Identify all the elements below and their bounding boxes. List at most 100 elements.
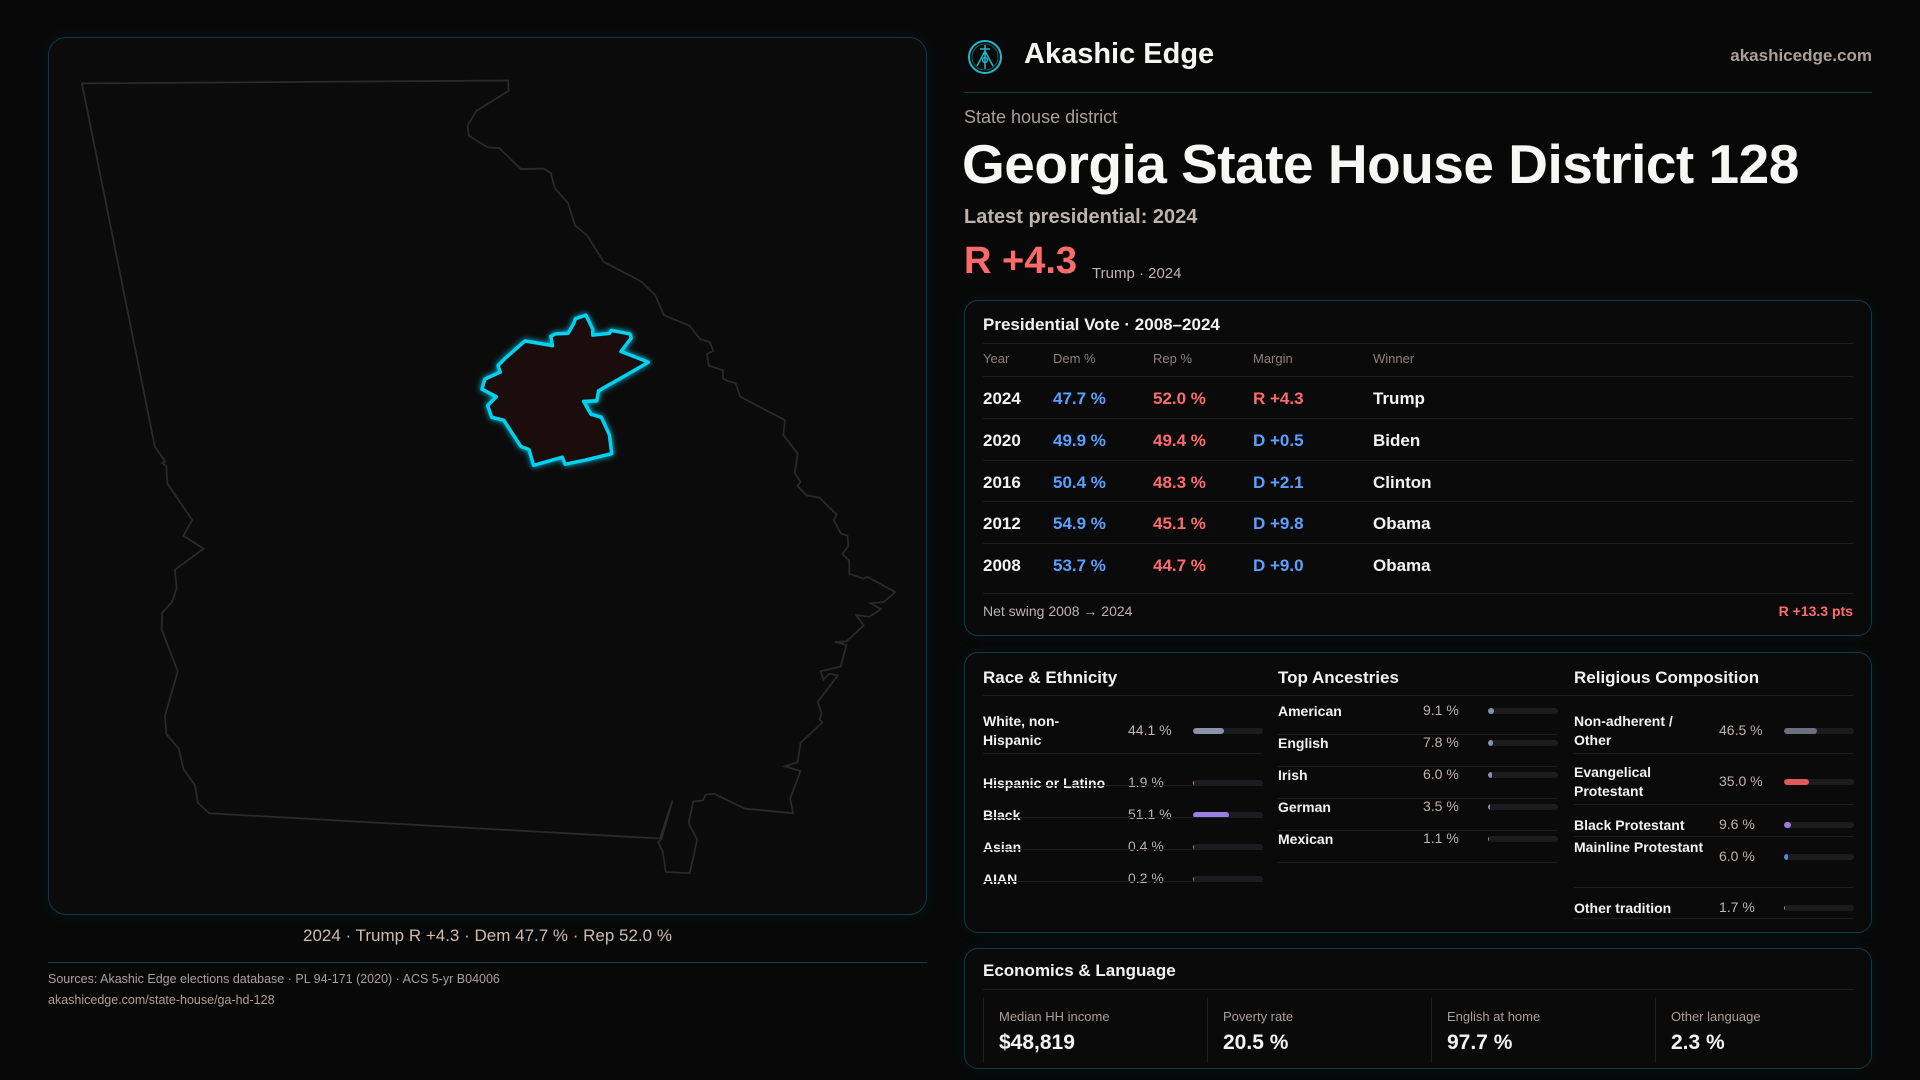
stat-label: Median HH income [999,1009,1110,1024]
ancestry-bar-track [1488,772,1558,778]
vote-rep: 44.7 % [1153,556,1206,575]
ancestry-label: English [1278,734,1329,751]
race-value: 51.1 % [1128,806,1172,822]
page-title: Georgia State House District 128 [962,133,1799,195]
vote-winner: Biden [1373,431,1421,450]
source-divider [48,962,927,963]
district-128-shape[interactable] [480,313,651,468]
row-divider [983,881,1262,882]
vote-rep: 45.1 % [1153,514,1206,533]
vote-dem: 53.7 % [1053,556,1106,575]
ancestry-bar-fill [1488,772,1493,778]
stat-label: English at home [1447,1009,1541,1024]
vote-row[interactable]: 2016 50.4 % 48.3 % D +2.1 Clinton [965,464,1871,502]
ancestry-title: Top Ancestries [1278,668,1399,687]
row-divider [1574,836,1853,837]
vote-dem: 54.9 % [1053,514,1106,533]
vote-dem: 49.9 % [1053,431,1106,450]
race-bar-track [1193,876,1263,882]
vote-year: 2020 [983,431,1021,450]
vote-row[interactable]: 2020 49.9 % 49.4 % D +0.5 Biden [965,422,1871,460]
ancestry-label: American [1278,702,1342,719]
row-divider [983,785,1262,786]
religion-bar-fill [1784,728,1817,734]
site-link[interactable]: akashicedge.com [1730,46,1872,65]
georgia-state-outline [80,79,897,875]
race-label: Asian [983,838,1022,855]
religion-value: 9.6 % [1719,816,1755,832]
vote-year: 2024 [983,389,1021,408]
vote-margin: D +9.0 [1253,556,1304,575]
vote-dem: 50.4 % [1053,473,1106,492]
header-divider [964,92,1872,93]
stat-value: 97.7 % [1447,1031,1513,1054]
ancestry-value: 6.0 % [1423,766,1459,782]
vote-winner: Obama [1373,514,1431,533]
col-margin: Margin [1253,351,1293,366]
ancestry-value: 7.8 % [1423,734,1459,750]
row-divider [1574,753,1853,754]
religion-value: 46.5 % [1719,722,1763,738]
ancestry-bar-fill [1488,804,1491,810]
vote-year: 2016 [983,473,1021,492]
ancestry-value: 9.1 % [1423,702,1459,718]
row-divider [1574,887,1853,888]
vote-row[interactable]: 2012 54.9 % 45.1 % D +9.8 Obama [965,505,1871,543]
religion-bar-fill [1784,854,1789,860]
race-title: Race & Ethnicity [983,668,1118,687]
row-divider [1278,830,1557,831]
race-value: 1.9 % [1128,774,1164,790]
vote-row[interactable]: 2024 47.7 % 52.0 % R +4.3 Trump [965,380,1871,418]
ancestry-value: 1.1 % [1423,830,1459,846]
race-bar-fill [1193,876,1195,882]
vote-margin: D +9.8 [1253,514,1304,533]
stat-value: 20.5 % [1223,1031,1289,1054]
race-value: 0.4 % [1128,838,1164,854]
row-divider [1278,798,1557,799]
ancestry-bar-fill [1488,708,1495,714]
religion-bar-track [1784,854,1854,860]
vote-winner: Clinton [1373,473,1432,492]
vote-rep: 48.3 % [1153,473,1206,492]
religion-bar-track [1784,905,1854,911]
akashic-edge-logo-icon [968,40,1002,74]
net-swing-value: R +13.3 pts [1778,603,1853,619]
religion-bar-track [1784,822,1854,828]
source-url[interactable]: akashicedge.com/state-house/ga-hd-128 [48,993,275,1007]
presidential-vote-card: Presidential Vote · 2008–2024 Year Dem %… [964,300,1872,636]
race-label: White, non-Hispanic [983,713,1060,748]
vote-row[interactable]: 2008 53.7 % 44.7 % D +9.0 Obama [965,547,1871,585]
religion-label: Non-adherent / Other [1574,713,1673,748]
col-winner: Winner [1373,351,1415,366]
brand-name: Akashic Edge [1024,38,1215,70]
district-type: State house district [964,107,1118,127]
religion-label: Evangelical Protestant [1574,764,1652,799]
stat-label: Poverty rate [1223,1009,1294,1024]
row-divider [983,817,1262,818]
ancestry-bar-fill [1488,740,1494,746]
row-divider [983,418,1853,419]
stat-value: 2.3 % [1671,1031,1725,1054]
stat-value: $48,819 [999,1031,1075,1054]
vote-winner: Obama [1373,556,1431,575]
vote-winner: Trump [1373,389,1425,408]
headline-margin-sub: Trump · 2024 [1092,265,1182,282]
district-map[interactable] [40,30,940,950]
latest-presidential: Latest presidential: 2024 [964,206,1198,228]
ancestry-value: 3.5 % [1423,798,1459,814]
religion-bar-fill [1784,905,1786,911]
religion-title: Religious Composition [1574,668,1760,687]
row-divider [983,501,1853,502]
vote-margin: D +2.1 [1253,473,1304,492]
divider [983,593,1853,594]
row-divider [1278,766,1557,767]
religion-bar-fill [1784,779,1809,785]
vote-margin: R +4.3 [1253,389,1304,408]
religion-value: 35.0 % [1719,773,1763,789]
stat-divider [983,997,984,1063]
vote-dem: 47.7 % [1053,389,1106,408]
ancestry-label: German [1278,798,1331,815]
ancestry-label: Irish [1278,766,1308,783]
row-divider [983,753,1262,754]
religion-label: Black Protestant [1574,816,1685,833]
